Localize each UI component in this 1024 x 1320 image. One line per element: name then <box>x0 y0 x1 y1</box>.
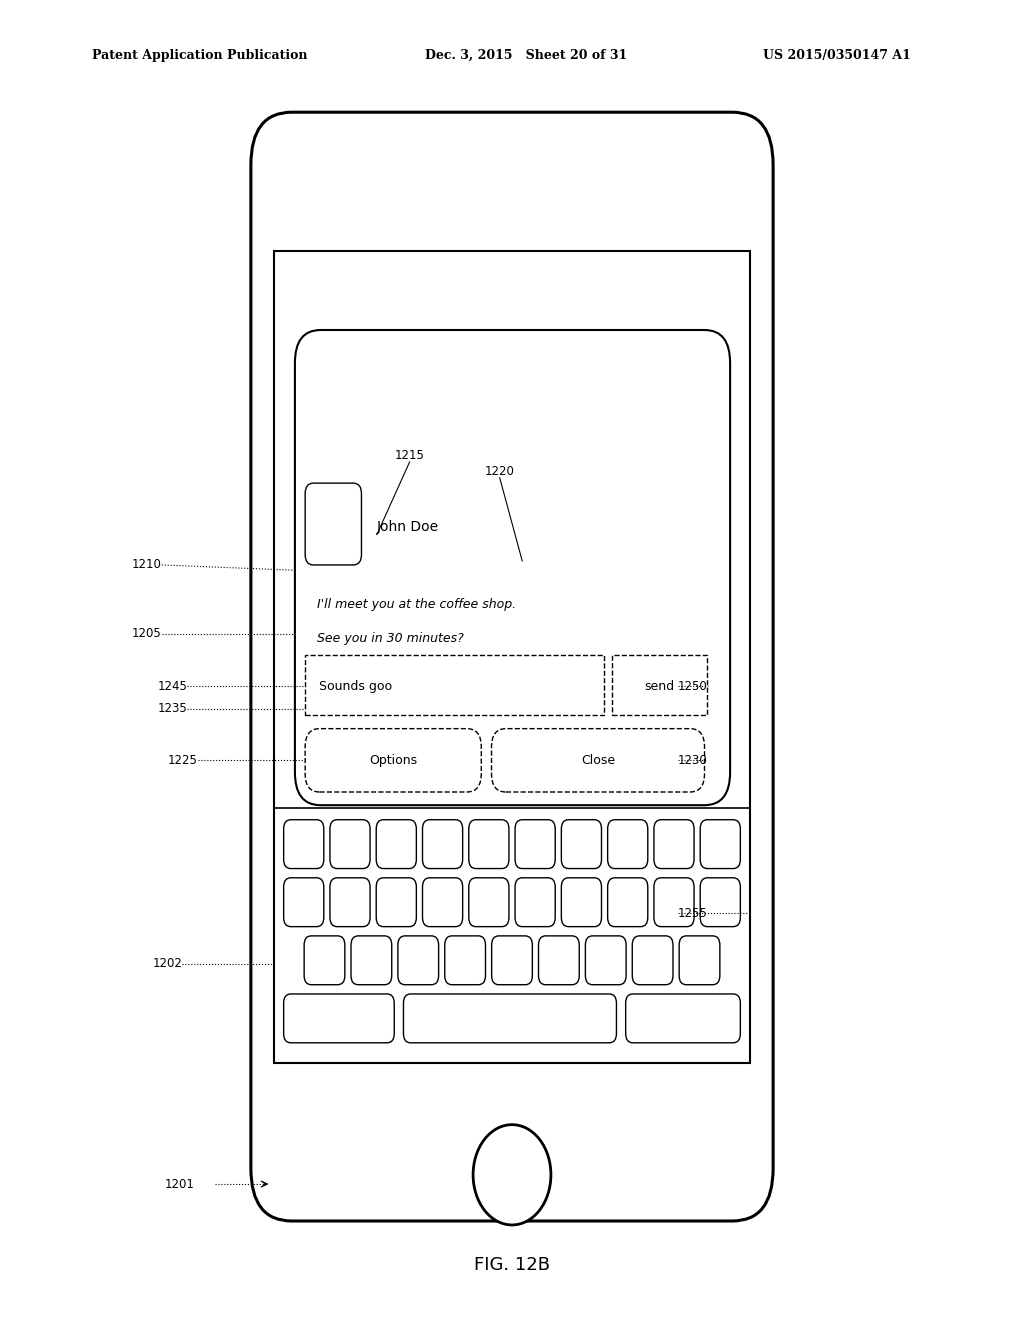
FancyBboxPatch shape <box>295 330 730 805</box>
Text: Dec. 3, 2015   Sheet 20 of 31: Dec. 3, 2015 Sheet 20 of 31 <box>425 49 628 62</box>
FancyBboxPatch shape <box>284 994 394 1043</box>
Text: 1201: 1201 <box>165 1177 195 1191</box>
FancyBboxPatch shape <box>376 878 417 927</box>
FancyBboxPatch shape <box>607 878 648 927</box>
Bar <box>612 655 707 715</box>
Text: 1225: 1225 <box>168 754 198 767</box>
FancyBboxPatch shape <box>330 878 370 927</box>
FancyBboxPatch shape <box>251 112 773 1221</box>
FancyBboxPatch shape <box>330 820 370 869</box>
Text: Patent Application Publication: Patent Application Publication <box>92 49 307 62</box>
FancyBboxPatch shape <box>515 820 555 869</box>
FancyBboxPatch shape <box>626 994 740 1043</box>
Text: 1220: 1220 <box>484 465 515 478</box>
FancyBboxPatch shape <box>492 936 532 985</box>
Text: Options: Options <box>370 754 417 767</box>
Text: 1210: 1210 <box>132 558 162 572</box>
Text: 1250: 1250 <box>678 680 708 693</box>
FancyBboxPatch shape <box>284 820 324 869</box>
FancyBboxPatch shape <box>305 483 361 565</box>
Text: 1255: 1255 <box>678 907 708 920</box>
FancyBboxPatch shape <box>403 994 616 1043</box>
FancyBboxPatch shape <box>492 729 705 792</box>
Text: 1245: 1245 <box>158 680 187 693</box>
Text: US 2015/0350147 A1: US 2015/0350147 A1 <box>763 49 910 62</box>
FancyBboxPatch shape <box>444 936 485 985</box>
Text: 1230: 1230 <box>678 754 708 767</box>
Text: John Doe: John Doe <box>377 520 439 533</box>
Text: Close: Close <box>581 754 615 767</box>
Text: 1202: 1202 <box>153 957 182 970</box>
FancyBboxPatch shape <box>654 878 694 927</box>
FancyBboxPatch shape <box>423 820 463 869</box>
FancyBboxPatch shape <box>607 820 648 869</box>
Text: 1235: 1235 <box>158 702 187 715</box>
FancyBboxPatch shape <box>423 878 463 927</box>
Bar <box>305 655 604 715</box>
FancyBboxPatch shape <box>679 936 720 985</box>
FancyBboxPatch shape <box>561 820 601 869</box>
Text: I'll meet you at the coffee shop.: I'll meet you at the coffee shop. <box>317 598 516 611</box>
Circle shape <box>473 1125 551 1225</box>
FancyBboxPatch shape <box>700 820 740 869</box>
FancyBboxPatch shape <box>586 936 626 985</box>
Text: send: send <box>644 680 675 693</box>
Text: FIG. 12B: FIG. 12B <box>474 1255 550 1274</box>
Bar <box>274 251 750 1063</box>
FancyBboxPatch shape <box>561 878 601 927</box>
FancyBboxPatch shape <box>469 878 509 927</box>
FancyBboxPatch shape <box>515 878 555 927</box>
FancyBboxPatch shape <box>469 820 509 869</box>
FancyBboxPatch shape <box>304 936 345 985</box>
Text: 1205: 1205 <box>132 627 162 640</box>
FancyBboxPatch shape <box>700 878 740 927</box>
FancyBboxPatch shape <box>398 936 438 985</box>
Text: Sounds goo: Sounds goo <box>319 680 392 693</box>
FancyBboxPatch shape <box>632 936 673 985</box>
Text: 1215: 1215 <box>394 449 425 462</box>
FancyBboxPatch shape <box>654 820 694 869</box>
Text: See you in 30 minutes?: See you in 30 minutes? <box>317 632 464 645</box>
FancyBboxPatch shape <box>351 936 392 985</box>
FancyBboxPatch shape <box>539 936 580 985</box>
FancyBboxPatch shape <box>305 729 481 792</box>
FancyBboxPatch shape <box>284 878 324 927</box>
FancyBboxPatch shape <box>376 820 417 869</box>
